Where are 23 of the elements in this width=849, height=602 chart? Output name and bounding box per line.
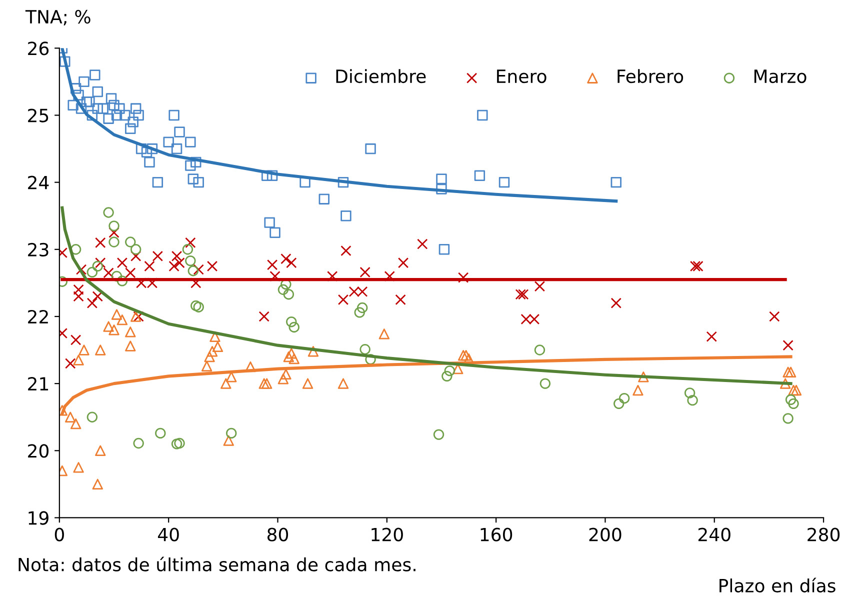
y-tick-label: 21 — [28, 377, 48, 390]
x-axis-title: Plazo en días — [720, 578, 836, 592]
y-tick-label: 23 — [28, 242, 48, 257]
x-tick-label: 80 — [267, 528, 288, 542]
x-tick-label: 280 — [808, 528, 840, 542]
legend-label: Marzo — [754, 70, 806, 84]
y-tick-label: 22 — [28, 310, 48, 324]
y-tick-label: 20 — [28, 444, 49, 458]
legend-label: Enero — [497, 70, 546, 84]
x-tick-label: 0 — [54, 528, 64, 542]
y-axis-title: TNA; % — [25, 10, 90, 26]
x-tick-label: 240 — [698, 528, 730, 542]
x-tick-label: 40 — [158, 528, 179, 542]
y-tick-label: 25 — [28, 108, 48, 122]
legend-label: Febrero — [618, 69, 684, 84]
y-tick-label: 19 — [28, 511, 48, 525]
text: Nota: datos de última semana de cada mes. — [18, 556, 416, 572]
legend-label: Diciembre — [336, 69, 426, 84]
x-tick-label: 160 — [480, 528, 512, 542]
x-tick-label: 200 — [589, 528, 622, 542]
y-tick-label: 26 — [28, 42, 49, 56]
y-tick-label: 24 — [28, 176, 49, 190]
x-tick-label: 120 — [372, 528, 403, 542]
